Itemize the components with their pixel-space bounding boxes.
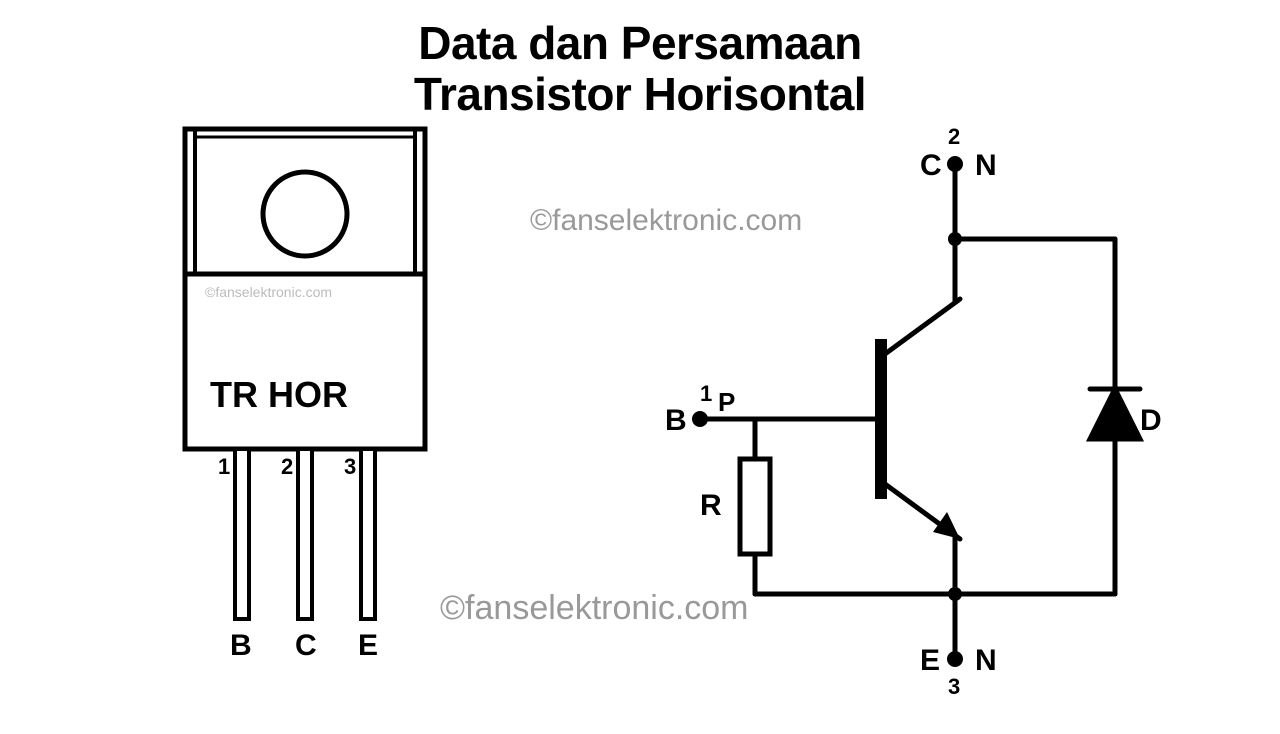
schematic-label-e: E bbox=[920, 644, 940, 678]
schematic-num-2: 2 bbox=[948, 124, 960, 150]
schematic-label-c: C bbox=[920, 149, 942, 183]
watermark-2: ©fanselektronic.com bbox=[440, 589, 749, 628]
schematic-label-n-top: N bbox=[975, 149, 997, 183]
schematic-label-r: R bbox=[700, 489, 722, 523]
title-line-2: Transistor Horisontal bbox=[414, 68, 866, 120]
schematic-label-d: D bbox=[1140, 404, 1162, 438]
watermark-1: ©fanselektronic.com bbox=[530, 204, 802, 238]
pin-label-e: E bbox=[358, 629, 378, 663]
pin-number-3: 3 bbox=[344, 454, 356, 480]
schematic-label-p: P bbox=[718, 387, 735, 418]
pin-number-1: 1 bbox=[218, 454, 230, 480]
schematic-label-n-bottom: N bbox=[975, 644, 997, 678]
package-label: TR HOR bbox=[210, 374, 348, 416]
diagram-container: TR HOR 1 2 3 B C E C 2 N B 1 P R D E N 3… bbox=[0, 119, 1280, 719]
schematic-label-b: B bbox=[665, 404, 687, 438]
schematic-num-1: 1 bbox=[700, 381, 712, 407]
watermark-small: ©fanselektronic.com bbox=[205, 284, 332, 300]
page-title: Data dan Persamaan Transistor Horisontal bbox=[0, 0, 1280, 119]
schematic-num-3: 3 bbox=[948, 674, 960, 700]
pin-number-2: 2 bbox=[281, 454, 293, 480]
pin-label-b: B bbox=[230, 629, 252, 663]
pin-label-c: C bbox=[295, 629, 317, 663]
title-line-1: Data dan Persamaan bbox=[418, 17, 862, 69]
